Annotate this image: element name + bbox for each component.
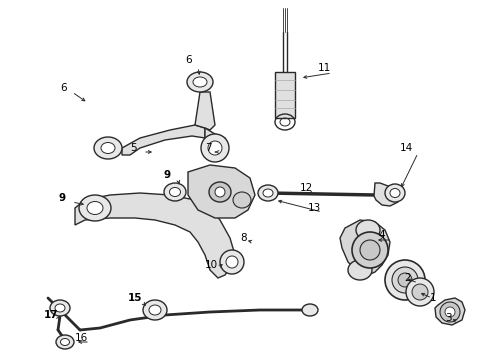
Polygon shape — [374, 183, 400, 206]
Ellipse shape — [385, 184, 405, 202]
Polygon shape — [195, 92, 215, 130]
Ellipse shape — [193, 77, 207, 87]
Ellipse shape — [352, 232, 388, 268]
Ellipse shape — [220, 250, 244, 274]
Text: 4: 4 — [378, 230, 385, 240]
Ellipse shape — [263, 189, 273, 197]
Ellipse shape — [87, 202, 103, 215]
Ellipse shape — [215, 187, 225, 197]
Ellipse shape — [55, 304, 65, 312]
Ellipse shape — [392, 267, 418, 293]
Ellipse shape — [356, 220, 380, 240]
Ellipse shape — [79, 195, 111, 221]
Ellipse shape — [56, 335, 74, 349]
Text: 6: 6 — [60, 83, 67, 93]
Ellipse shape — [101, 143, 115, 153]
Ellipse shape — [143, 300, 167, 320]
Text: 6: 6 — [185, 55, 192, 65]
Ellipse shape — [208, 141, 222, 155]
Text: 9: 9 — [58, 193, 65, 203]
Ellipse shape — [226, 256, 238, 268]
Text: 15: 15 — [128, 293, 143, 303]
Ellipse shape — [385, 260, 425, 300]
Polygon shape — [435, 298, 465, 325]
Text: 3: 3 — [445, 313, 452, 323]
Ellipse shape — [209, 182, 231, 202]
Text: 2: 2 — [404, 273, 411, 283]
Ellipse shape — [390, 189, 400, 198]
Ellipse shape — [360, 240, 380, 260]
Text: 17: 17 — [44, 310, 59, 320]
Ellipse shape — [164, 183, 186, 201]
Ellipse shape — [258, 185, 278, 201]
Ellipse shape — [398, 273, 412, 287]
Text: 12: 12 — [300, 183, 313, 193]
Ellipse shape — [60, 338, 70, 346]
Ellipse shape — [445, 307, 455, 317]
Polygon shape — [275, 72, 295, 118]
Polygon shape — [75, 193, 235, 278]
Ellipse shape — [233, 192, 251, 208]
Text: 9: 9 — [163, 170, 170, 180]
Text: 10: 10 — [205, 260, 218, 270]
Text: 14: 14 — [400, 143, 413, 153]
Ellipse shape — [94, 137, 122, 159]
Ellipse shape — [406, 278, 434, 306]
Ellipse shape — [170, 188, 180, 197]
Text: 7: 7 — [205, 143, 212, 153]
Text: 5: 5 — [130, 143, 137, 153]
Ellipse shape — [412, 284, 428, 300]
Polygon shape — [205, 128, 225, 148]
Polygon shape — [122, 125, 205, 155]
Ellipse shape — [348, 260, 372, 280]
Ellipse shape — [201, 134, 229, 162]
Ellipse shape — [50, 300, 70, 316]
Ellipse shape — [187, 72, 213, 92]
Text: 1: 1 — [430, 293, 437, 303]
Text: 8: 8 — [240, 233, 246, 243]
Text: 13: 13 — [308, 203, 321, 213]
Text: 11: 11 — [318, 63, 331, 73]
Ellipse shape — [302, 304, 318, 316]
Ellipse shape — [440, 302, 460, 322]
Ellipse shape — [149, 305, 161, 315]
Text: 16: 16 — [75, 333, 88, 343]
Polygon shape — [340, 220, 390, 275]
Polygon shape — [188, 165, 255, 218]
